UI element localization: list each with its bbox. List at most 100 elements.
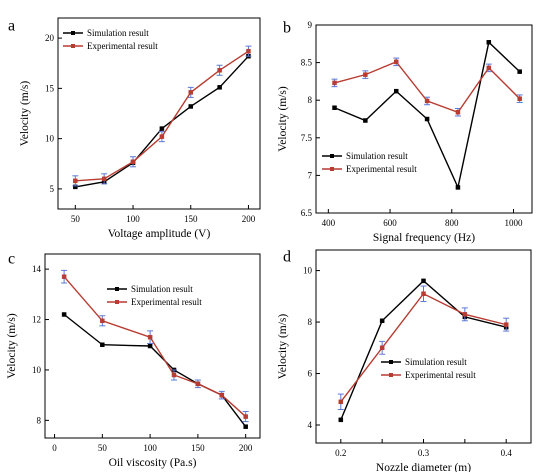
x-tick-label: 0.4 (501, 448, 513, 458)
data-point (130, 159, 136, 165)
series-experimental (61, 269, 249, 423)
y-tick-label: 8 (308, 95, 313, 105)
legend-entry: Experimental result (87, 41, 158, 51)
data-point (171, 372, 177, 378)
legend-swatch-marker (71, 31, 75, 35)
y-axis-label: Velocity (m/s) (277, 86, 289, 152)
data-point (332, 105, 337, 110)
panel-letter: a (8, 17, 15, 34)
y-tick-label: 8 (37, 415, 42, 425)
panel-b: b 400 600 800 1000 6.5 7 7.5 8 8.5 9 Signal frequen… (277, 19, 533, 244)
data-point (338, 417, 344, 423)
x-tick-label: 0 (52, 443, 57, 453)
series-line (63, 313, 247, 428)
legend-swatch-marker (115, 287, 119, 291)
data-point (455, 109, 461, 115)
series-experimental (337, 285, 510, 411)
series-simulation (61, 312, 248, 429)
data-point (486, 40, 492, 45)
y-tick-label: 14 (32, 264, 42, 274)
x-tick-label: 600 (383, 218, 397, 228)
data-point (159, 126, 165, 131)
axes-frame (44, 253, 261, 439)
series-line (75, 50, 249, 182)
data-point (462, 312, 468, 317)
data-point (393, 88, 399, 94)
legend: Simulation result Experimental result (107, 284, 202, 307)
legend-entry: Simulation result (131, 284, 193, 294)
x-tick-label: 50 (98, 443, 108, 453)
legend-entry: Simulation result (87, 28, 149, 38)
panel-d: d 0.2 0.3 0.4 4 6 8 10 Nozzle diameter (m) Veloci… (277, 248, 532, 472)
y-tick-label: 6 (308, 369, 313, 379)
legend: Simulation result Experimental result (63, 28, 158, 51)
y-tick-label: 20 (45, 33, 55, 43)
y-tick-label: 10 (32, 365, 42, 375)
data-point (503, 322, 509, 327)
series-experimental (72, 45, 252, 187)
data-point (188, 90, 193, 95)
data-point (332, 80, 337, 86)
data-point (147, 334, 153, 340)
data-point (379, 345, 385, 351)
legend-swatch-marker (389, 360, 393, 364)
series-line (75, 55, 249, 188)
data-point (424, 98, 430, 104)
y-tick-label: 9 (308, 20, 313, 30)
x-tick-label: 150 (191, 443, 205, 453)
series-experimental (331, 57, 523, 117)
y-axis-label: Velocity (m/s) (6, 313, 18, 379)
legend-swatch-marker (330, 167, 334, 171)
y-axis-label: Velocity (m/s) (19, 81, 31, 147)
panel-letter: b (283, 19, 291, 36)
x-tick-label: 800 (445, 218, 459, 228)
x-tick-label: 0.2 (335, 448, 346, 458)
data-point (363, 118, 368, 123)
x-tick-label: 1000 (504, 218, 523, 228)
data-point (338, 399, 344, 405)
data-point (246, 48, 251, 54)
y-tick-label: 5 (50, 184, 55, 194)
data-point (243, 424, 248, 429)
legend-entry: Experimental result (131, 297, 202, 307)
legend: Simulation result Experimental result (322, 151, 417, 174)
axes-frame (315, 24, 533, 214)
x-tick-label: 100 (126, 214, 140, 224)
data-point (195, 381, 201, 387)
data-point (486, 65, 492, 71)
y-axis-label: Velocity (m/s) (277, 314, 289, 380)
legend-swatch-marker (115, 300, 119, 304)
data-point (73, 178, 78, 184)
data-point (61, 312, 67, 317)
data-point (217, 85, 222, 90)
legend-entry: Simulation result (405, 357, 467, 367)
x-tick-label: 50 (71, 214, 81, 224)
data-point (101, 176, 107, 182)
y-tick-label: 7 (308, 170, 313, 180)
panel-letter: d (283, 248, 291, 265)
x-axis-label: Voltage amplitude (V) (108, 228, 211, 240)
data-point (379, 318, 385, 324)
data-point (188, 104, 193, 109)
data-point (517, 96, 522, 101)
series-line (340, 292, 507, 403)
data-point (61, 274, 67, 279)
y-tick-label: 8 (308, 317, 313, 327)
data-point (217, 68, 222, 73)
y-tick-label: 12 (32, 315, 41, 325)
x-axis-label: Signal frequency (Hz) (373, 232, 475, 244)
panel-c: c 0 50 100 150 200 8 10 12 14 Oil viscosity (Pa.s)… (6, 250, 261, 469)
series-simulation (332, 40, 522, 190)
data-point (455, 185, 461, 190)
y-tick-label: 8.5 (301, 58, 313, 68)
panel-a: a 50 100 150 200 5 10 15 20 Voltage amplitude (V)… (8, 17, 261, 240)
legend: Simulation result Experimental result (381, 357, 476, 380)
series-simulation (73, 53, 251, 190)
y-tick-label: 4 (308, 420, 313, 430)
data-point (219, 392, 225, 398)
y-tick-label: 15 (45, 83, 55, 93)
legend-swatch-marker (330, 154, 334, 158)
data-point (363, 72, 368, 77)
axes-frame (57, 17, 261, 210)
